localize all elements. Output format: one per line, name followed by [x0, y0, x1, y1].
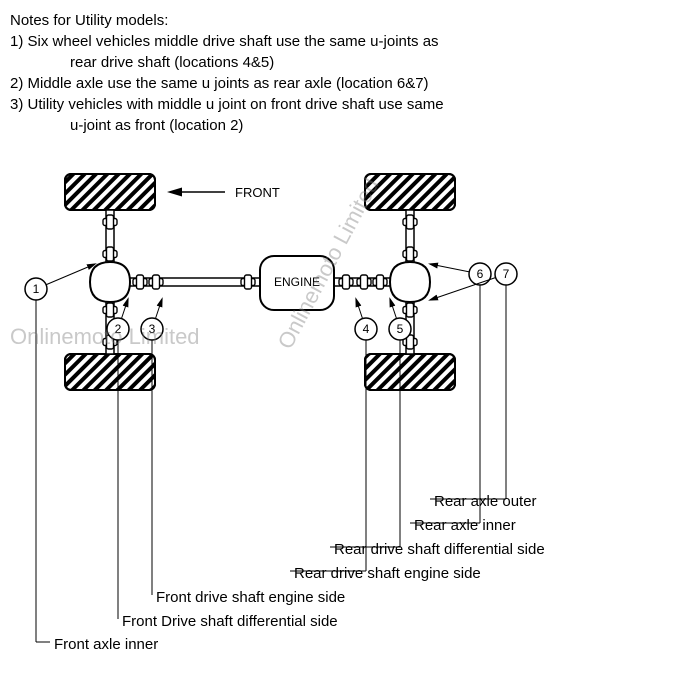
note-3: 3) Utility vehicles with middle u joint …	[10, 94, 690, 115]
callout-label-5: Rear drive shaft differential side	[334, 539, 545, 560]
svg-text:4: 4	[363, 322, 370, 336]
note-3b: u-joint as front (location 2)	[10, 115, 690, 136]
svg-text:3: 3	[149, 322, 156, 336]
callout-label-3: Front drive shaft engine side	[156, 587, 345, 608]
drivetrain-diagram: FRONTENGINE1234567 Onlinemoto Limited On…	[10, 144, 690, 684]
svg-text:FRONT: FRONT	[235, 185, 280, 200]
callout-label-1: Front axle inner	[54, 634, 158, 655]
note-1b: rear drive shaft (locations 4&5)	[10, 52, 690, 73]
callout-label-4: Rear drive shaft engine side	[294, 563, 481, 584]
notes-section: Notes for Utility models: 1) Six wheel v…	[10, 10, 690, 136]
svg-text:7: 7	[503, 267, 510, 281]
svg-text:2: 2	[115, 322, 122, 336]
callout-label-6: Rear axle inner	[414, 515, 516, 536]
diagram-svg: FRONT ENGINE 1 2 3 4 5 6 7	[10, 144, 690, 684]
note-2: 2) Middle axle use the same u joints as …	[10, 73, 690, 94]
callout-label-2: Front Drive shaft differential side	[122, 611, 338, 632]
svg-text:5: 5	[397, 322, 404, 336]
svg-text:ENGINE: ENGINE	[274, 275, 320, 289]
svg-text:6: 6	[477, 267, 484, 281]
note-1: 1) Six wheel vehicles middle drive shaft…	[10, 31, 690, 52]
svg-text:1: 1	[33, 282, 40, 296]
callout-label-7: Rear axle outer	[434, 491, 537, 512]
notes-title: Notes for Utility models:	[10, 10, 690, 31]
